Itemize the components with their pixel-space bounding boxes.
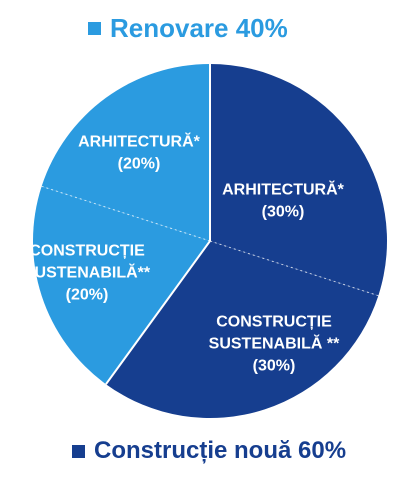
- pie-slice-label-line: (30%): [253, 358, 296, 375]
- legend-renovare: Renovare 40%: [88, 13, 288, 44]
- legend-constructie-noua: Construcție nouă 60%: [72, 437, 346, 465]
- pie-slice-4: [41, 64, 210, 241]
- pie-slice-label-line: ARHITECTURĂ*: [78, 132, 201, 151]
- pie-slice-label-line: (30%): [262, 204, 305, 221]
- pie-slice-label-line: (20%): [118, 156, 161, 173]
- pie-slice-label-3: CONSTRUCȚIE SUSTENABILĂ** (20%): [24, 243, 151, 304]
- pie-slice-label-line: ARHITECTURĂ*: [222, 180, 345, 199]
- pie-slice-3: [32, 186, 210, 385]
- pie-slice-label-4: ARHITECTURĂ* (20%): [78, 132, 201, 173]
- pie-slice-2: [105, 241, 379, 419]
- pie-slice-separator-2: [105, 240, 211, 385]
- pie-slice-1: [210, 64, 388, 296]
- pie-slice-label-line: CONSTRUCȚIE: [216, 314, 332, 331]
- pie-slice-label-line: SUSTENABILĂ **: [209, 334, 340, 353]
- pie-slice-label-2: CONSTRUCȚIE SUSTENABILĂ ** (30%): [209, 314, 340, 375]
- pie-slice-label-line: SUSTENABILĂ**: [24, 263, 151, 282]
- pie-slice-label-line: (20%): [66, 287, 109, 304]
- pie-slice-label-1: ARHITECTURĂ* (30%): [222, 180, 345, 221]
- legend-renovare-label: Renovare 40%: [110, 13, 288, 43]
- pie-slice-label-line: CONSTRUCȚIE: [29, 243, 145, 260]
- legend-constructie-noua-swatch: [72, 444, 85, 458]
- legend-renovare-swatch: [88, 22, 101, 35]
- legend-constructie-noua-label: Construcție nouă 60%: [94, 437, 347, 464]
